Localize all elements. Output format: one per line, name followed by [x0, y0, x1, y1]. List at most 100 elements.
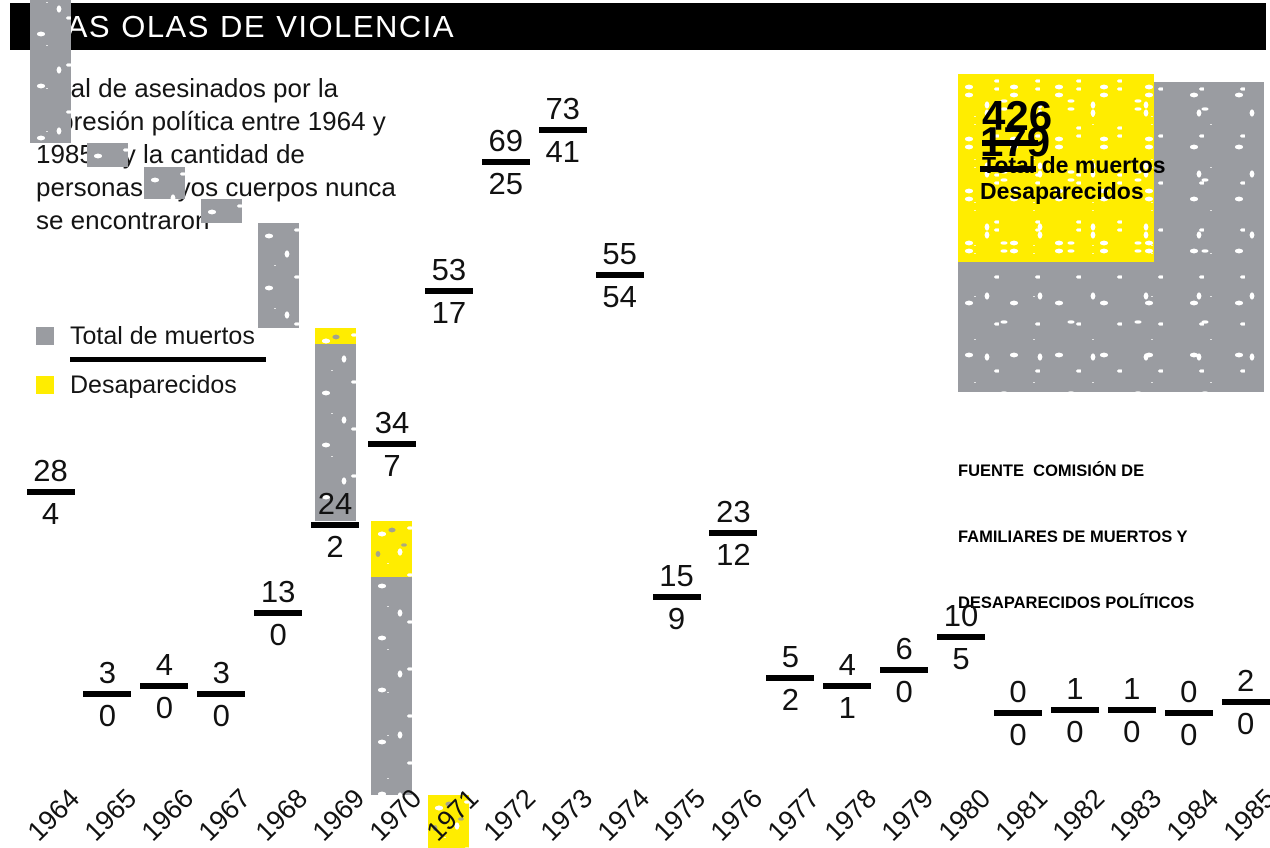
bar-value-label-1972: 69 25: [460, 125, 552, 199]
fraction-line: [367, 441, 416, 448]
legend-fraction-line: [70, 357, 266, 362]
total-value: 0: [1180, 674, 1198, 709]
missing-value: 17: [431, 295, 467, 331]
bar-value-label-1980: 10 5: [915, 600, 1007, 674]
x-tick-1979: 1979: [875, 783, 940, 847]
bar-total-1966: [143, 166, 185, 199]
total-value: 1: [1066, 670, 1084, 706]
total-value: 3: [98, 654, 117, 690]
bar-total-1965: [86, 142, 128, 167]
fraction-line: [140, 682, 189, 689]
fraction-line: [26, 489, 75, 496]
total-value: 15: [659, 558, 694, 594]
summary-total-label: Total de muertos: [982, 152, 1166, 178]
bar-value-label-1976: 23 12: [687, 496, 779, 570]
total-value: 55: [602, 235, 637, 271]
missing-value: 0: [1236, 705, 1255, 741]
summary-missing-underline: [980, 166, 1036, 172]
x-tick-1978: 1978: [818, 783, 883, 847]
bar-value-label-1974: 55 54: [574, 238, 666, 312]
bar-value-label-1968: 13 0: [232, 576, 324, 650]
total-value: 10: [943, 598, 979, 634]
fraction-line: [937, 634, 986, 641]
x-tick-1981: 1981: [989, 783, 1054, 847]
fraction-line: [1107, 706, 1156, 713]
missing-value: 12: [716, 536, 751, 572]
bar-total-1968: [257, 223, 299, 328]
total-value: 2: [1236, 662, 1255, 698]
missing-value: 0: [895, 673, 913, 709]
intro-line: se encontraron: [36, 205, 210, 235]
missing-value: 0: [155, 689, 173, 725]
x-tick-1984: 1984: [1160, 783, 1224, 847]
missing-value: 1: [838, 689, 856, 725]
bar-value-label-1975: 15 9: [631, 560, 723, 634]
total-value: 3: [212, 654, 230, 690]
x-tick-1967: 1967: [192, 783, 257, 847]
summary-box-missing: 179 Desaparecidos: [958, 74, 1154, 262]
total-value: 24: [317, 485, 353, 521]
x-tick-1980: 1980: [932, 783, 997, 847]
source-line: FAMILIARES DE MUERTOS Y: [958, 528, 1188, 546]
x-tick-1973: 1973: [534, 783, 598, 847]
missing-value: 25: [488, 166, 523, 202]
x-tick-1966: 1966: [135, 783, 200, 847]
missing-value: 0: [1180, 717, 1198, 752]
total-value: 4: [838, 646, 856, 682]
total-swatch: [36, 327, 54, 345]
fraction-line: [197, 690, 246, 697]
legend-item-total: Total de muertos: [36, 321, 266, 351]
fraction-line: [424, 288, 473, 295]
intro-paragraph: Total de asesinados por la represión pol…: [36, 72, 496, 237]
bar-value-label-1964: 28 4: [5, 455, 97, 529]
summary-missing-value: 179: [980, 118, 1051, 165]
fraction-line: [83, 690, 132, 697]
fraction-line: [481, 159, 530, 166]
x-tick-1974: 1974: [591, 783, 655, 847]
missing-value: 2: [326, 528, 344, 564]
fraction-line: [823, 682, 872, 689]
legend: Total de muertos Desaparecidos: [36, 321, 266, 400]
bar-missing-1969: [314, 327, 356, 344]
total-value: 4: [155, 646, 173, 682]
intro-line: 1985 – y la cantidad de: [36, 139, 305, 169]
summary-box-total: 426 Total de muertos 179 Desaparecidos: [958, 74, 1264, 392]
fraction-line: [538, 127, 587, 133]
missing-value: 9: [667, 601, 686, 637]
total-value: 0: [1009, 674, 1027, 709]
bar-missing-1970: [371, 521, 413, 578]
source-line: FUENTE COMISIÓN DE: [958, 462, 1145, 480]
total-value: 13: [260, 574, 296, 610]
summary-total: 426 Total de muertos: [982, 94, 1166, 179]
fraction-line: [311, 521, 360, 528]
legend-item-missing: Desaparecidos: [36, 370, 266, 400]
total-value: 23: [716, 493, 751, 529]
bar-total-1969: [314, 327, 356, 522]
legend-total-label: Total de muertos: [70, 321, 255, 350]
intro-line: personas cuyos cuerpos nunca: [36, 172, 396, 202]
total-value: 6: [895, 630, 913, 666]
bar-value-label-1973: 73 41: [517, 93, 609, 167]
fraction-line: [595, 271, 644, 278]
bar-total-1964: [30, 0, 71, 143]
x-tick-1965: 1965: [78, 783, 143, 847]
x-tick-1968: 1968: [249, 783, 314, 847]
total-value: 28: [33, 453, 68, 489]
x-tick-1969: 1969: [306, 783, 371, 847]
intro-line: Total de asesinados por la: [36, 73, 339, 103]
fraction-line: [1050, 706, 1099, 713]
total-value: 1: [1123, 670, 1141, 706]
x-tick-1976: 1976: [704, 783, 769, 847]
x-tick-1975: 1975: [648, 783, 712, 847]
title-bar: LAS OLAS DE VIOLENCIA: [10, 3, 1266, 50]
